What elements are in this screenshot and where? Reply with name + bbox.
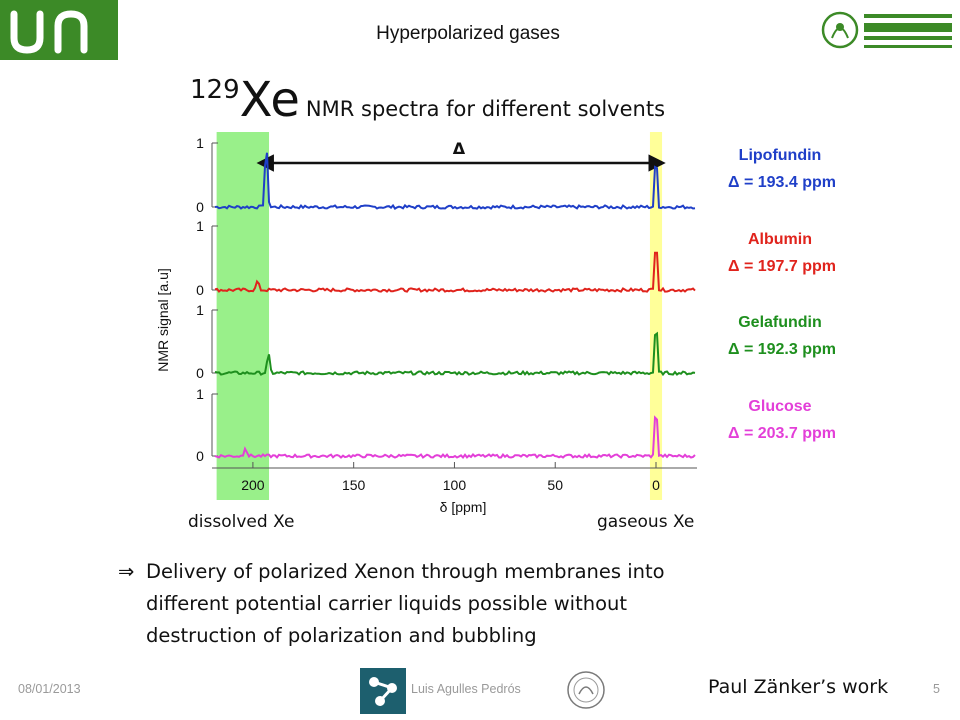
y-tick-label: 1 — [196, 218, 204, 234]
slide-title: 129Xe NMR spectra for different solvents — [190, 72, 665, 128]
x-tick-label: 0 — [652, 477, 660, 493]
title-main: Xe — [239, 72, 300, 128]
gaseous-xe-region — [649, 132, 663, 500]
y-tick-label: 0 — [196, 282, 204, 298]
title-rest: NMR spectra for different solvents — [305, 97, 666, 121]
footer-author: Luis Agulles Pedrós — [411, 682, 521, 696]
implies-arrow-icon: ⇒ — [118, 560, 135, 583]
y-tick-label: 0 — [196, 199, 204, 215]
x-tick-label: 100 — [443, 477, 467, 493]
y-tick-label: 1 — [196, 135, 204, 151]
credit-text: Paul Zänker’s work — [708, 676, 889, 698]
bullet-line: Delivery of polarized Xenon through memb… — [146, 560, 665, 583]
series-line-albumin — [214, 251, 696, 293]
x-tick-label: 200 — [241, 477, 265, 493]
y-tick-label: 1 — [196, 386, 204, 402]
page-number: 5 — [933, 682, 940, 696]
x-tick-label: 50 — [547, 477, 563, 493]
header-title: Hyperpolarized gases — [376, 23, 560, 44]
legend-delta-lipofundin: Δ = 193.4 ppm — [728, 174, 836, 191]
footer-date: 08/01/2013 — [18, 682, 81, 696]
series-line-glucose — [214, 415, 696, 460]
delta-marker-label: Δ — [453, 139, 466, 158]
legend-name-gelafundin: Gelafundin — [738, 314, 822, 331]
y-tick-label: 1 — [196, 302, 204, 318]
legend-name-glucose: Glucose — [748, 398, 811, 415]
bullet-line: destruction of polarization and bubbling — [146, 624, 537, 647]
series-line-gelafundin — [214, 331, 696, 377]
gaseous-xe-label: gaseous Xe — [597, 512, 694, 532]
bullet-point: ⇒ Delivery of polarized Xenon through me… — [118, 556, 758, 652]
y-tick-label: 0 — [196, 365, 204, 381]
series-line-lipofundin — [214, 152, 696, 210]
y-axis-label: NMR signal [a.u] — [155, 268, 171, 371]
molecule-logo-icon — [360, 668, 406, 714]
dissolved-xe-region — [216, 132, 270, 500]
institute-seal-icon — [567, 671, 605, 709]
title-superscript: 129 — [190, 75, 240, 105]
header-bar: Hyperpolarized gases — [0, 0, 960, 60]
x-tick-label: 150 — [342, 477, 366, 493]
y-tick-label: 0 — [196, 448, 204, 464]
un-logo-icon — [10, 10, 88, 54]
legend-delta-gelafundin: Δ = 192.3 ppm — [728, 341, 836, 358]
bullet-line: different potential carrier liquids poss… — [146, 592, 628, 615]
universidad-nacional-logo-icon — [818, 0, 960, 60]
legend-name-albumin: Albumin — [748, 231, 812, 248]
dissolved-xe-label: dissolved Xe — [188, 512, 294, 532]
legend-delta-albumin: Δ = 197.7 ppm — [728, 258, 836, 275]
x-axis-label: δ [ppm] — [440, 499, 487, 515]
legend-delta-glucose: Δ = 203.7 ppm — [728, 425, 836, 442]
legend-name-lipofundin: Lipofundin — [739, 147, 822, 164]
